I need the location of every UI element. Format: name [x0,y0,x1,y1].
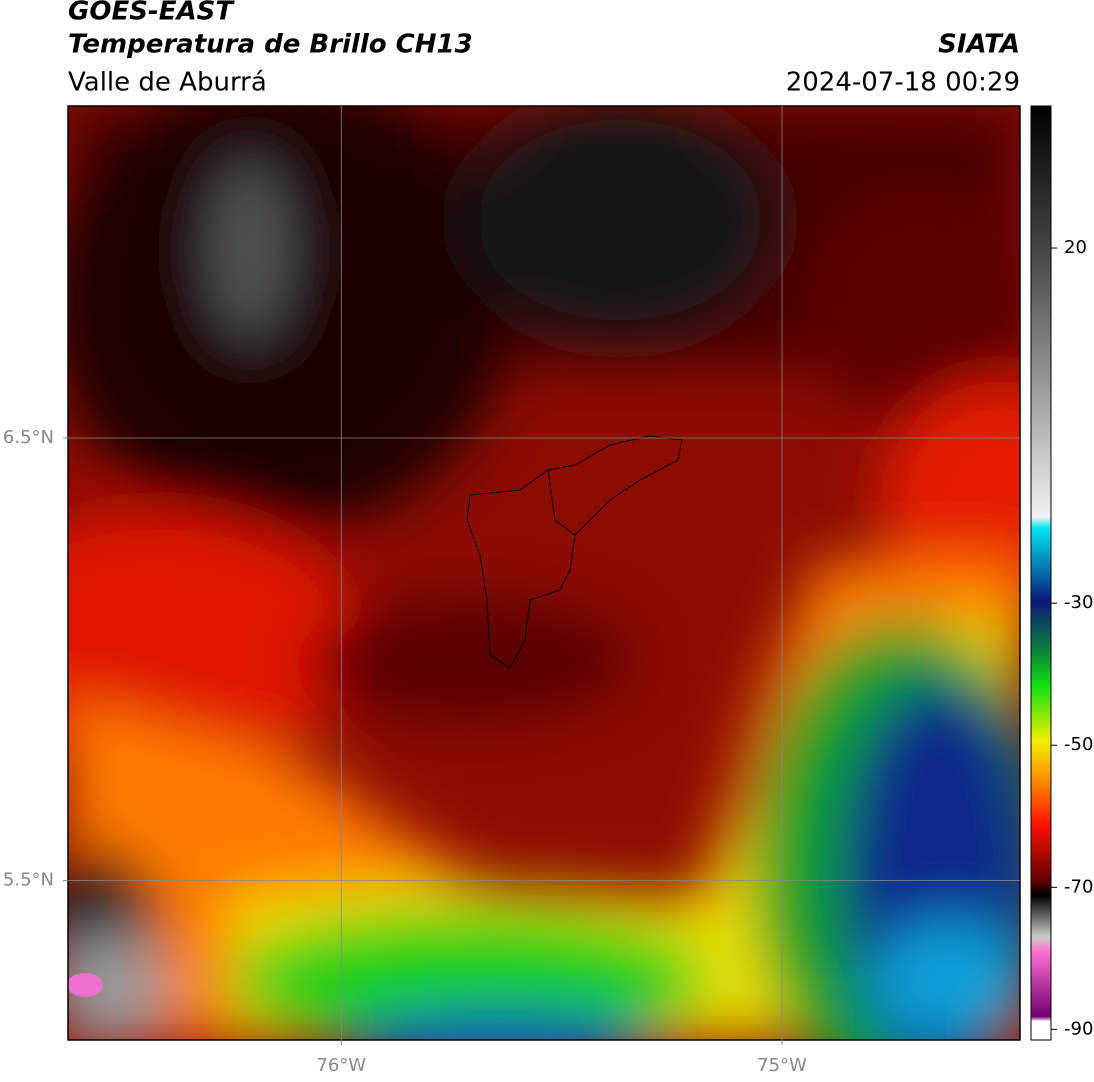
colorbar-tick-label: -50 [1064,734,1093,755]
colorbar [1030,105,1052,1041]
region: Valle de Aburrá [68,68,267,98]
map-frame [67,105,1021,1041]
y-tick-label: 6.5°N [3,427,54,448]
colorbar-tick-label: -70 [1064,876,1093,897]
colorbar-tick-label: -30 [1064,592,1093,613]
satellite-image [68,106,1020,1040]
x-tick-label: 75°W [757,1055,807,1076]
colorbar-tick-label: 20 [1064,237,1087,258]
source: SIATA [938,30,1020,60]
x-tick-label: 76°W [316,1055,366,1076]
title: GOES-EAST [68,0,235,27]
subtitle: Temperatura de Brillo CH13 [68,30,473,60]
y-tick-label: 5.5°N [3,870,54,891]
colorbar-tick-label: -90 [1064,1018,1093,1039]
datetime: 2024-07-18 00:29 [786,68,1020,98]
